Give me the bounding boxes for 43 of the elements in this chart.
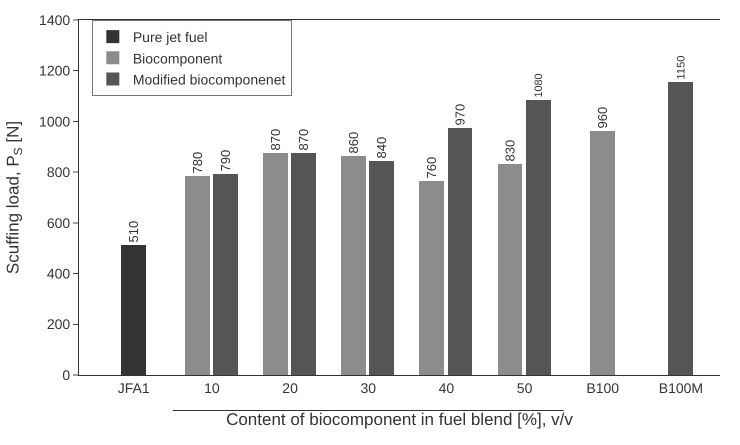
data-label: 870 (268, 128, 283, 150)
x-tick-label: B100M (658, 380, 704, 396)
data-label: 830 (502, 140, 518, 162)
x-tick-label: 50 (516, 380, 533, 396)
y-tick-label: 400 (46, 265, 70, 282)
data-label: 760 (424, 156, 439, 178)
x-tick-label: B100 (586, 380, 620, 396)
bar (263, 153, 288, 375)
y-tick-label: 800 (46, 164, 70, 180)
bar (213, 174, 238, 375)
legend-label: Biocomponent (132, 50, 222, 66)
bar (448, 128, 472, 375)
x-tick-label: 20 (282, 380, 298, 396)
data-label: 780 (190, 152, 205, 174)
data-label: 860 (346, 132, 361, 154)
y-tick-label: 600 (46, 214, 70, 231)
bar (526, 100, 551, 375)
data-label: 870 (296, 128, 311, 150)
data-label: 1150 (675, 56, 688, 80)
data-label: 970 (452, 104, 468, 126)
x-tick-label: 30 (360, 380, 376, 396)
data-label: 790 (218, 150, 233, 172)
y-tick-label: 1200 (39, 62, 70, 79)
y-tick-label: 0 (62, 366, 70, 383)
y-tick-label: 1000 (39, 113, 70, 130)
legend-label: Modified biocomponenet (132, 71, 286, 88)
bar (341, 156, 366, 375)
bar (369, 161, 394, 375)
x-tick-label: JFA1 (118, 380, 150, 396)
bar (498, 164, 522, 375)
data-label: 960 (595, 106, 610, 128)
legend-label: Pure jet fuel (132, 29, 208, 46)
data-label: 1080 (533, 74, 546, 98)
x-tick-label: 40 (438, 380, 454, 396)
bar (419, 181, 444, 375)
data-label: 510 (126, 220, 141, 242)
y-tick-label: 200 (46, 316, 70, 332)
data-label: 840 (374, 136, 389, 158)
x-axis-title: Content of biocomponent in fuel blend [%], v/v (226, 410, 574, 430)
bar (185, 176, 210, 375)
bar (291, 153, 316, 375)
x-tick-label: 10 (204, 380, 220, 396)
y-tick-label: 1400 (39, 12, 70, 28)
